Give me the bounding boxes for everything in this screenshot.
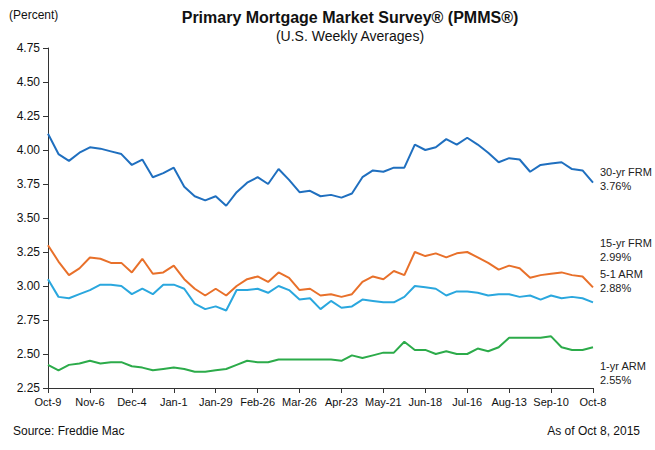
svg-text:May-21: May-21 bbox=[365, 396, 402, 408]
svg-text:Jul-16: Jul-16 bbox=[452, 396, 482, 408]
svg-text:2.55%: 2.55% bbox=[600, 374, 631, 386]
svg-text:2.50: 2.50 bbox=[17, 347, 41, 361]
svg-text:Dec-4: Dec-4 bbox=[117, 396, 146, 408]
svg-text:2.25: 2.25 bbox=[17, 381, 41, 395]
svg-text:3.00: 3.00 bbox=[17, 279, 41, 293]
svg-text:Primary Mortgage Market Survey: Primary Mortgage Market Survey® (PMMS®) bbox=[182, 9, 519, 26]
svg-text:As of Oct 8, 2015: As of Oct 8, 2015 bbox=[547, 424, 640, 438]
svg-text:(U.S. Weekly Averages): (U.S. Weekly Averages) bbox=[276, 28, 424, 44]
svg-text:Jun-18: Jun-18 bbox=[408, 396, 442, 408]
svg-text:Source: Freddie Mac: Source: Freddie Mac bbox=[13, 424, 124, 438]
svg-text:4.75: 4.75 bbox=[17, 41, 41, 55]
svg-text:(Percent): (Percent) bbox=[9, 8, 58, 22]
svg-text:30-yr FRM: 30-yr FRM bbox=[600, 166, 652, 178]
svg-text:Jan-29: Jan-29 bbox=[199, 396, 233, 408]
svg-text:3.76%: 3.76% bbox=[600, 180, 631, 192]
svg-text:Sep-10: Sep-10 bbox=[533, 396, 568, 408]
svg-text:1-yr ARM: 1-yr ARM bbox=[600, 360, 646, 372]
svg-text:3.50: 3.50 bbox=[17, 211, 41, 225]
svg-text:4.25: 4.25 bbox=[17, 109, 41, 123]
svg-text:Nov-6: Nov-6 bbox=[75, 396, 104, 408]
svg-text:Oct-9: Oct-9 bbox=[35, 396, 62, 408]
svg-text:2.75: 2.75 bbox=[17, 313, 41, 327]
svg-text:Aug-13: Aug-13 bbox=[491, 396, 526, 408]
svg-text:Apr-23: Apr-23 bbox=[325, 396, 358, 408]
svg-text:Jan-1: Jan-1 bbox=[160, 396, 188, 408]
svg-text:Mar-26: Mar-26 bbox=[282, 396, 317, 408]
svg-text:Feb-26: Feb-26 bbox=[240, 396, 275, 408]
svg-text:3.75: 3.75 bbox=[17, 177, 41, 191]
svg-text:3.25: 3.25 bbox=[17, 245, 41, 259]
svg-text:Oct-8: Oct-8 bbox=[580, 396, 607, 408]
svg-text:15-yr FRM: 15-yr FRM bbox=[600, 237, 652, 249]
svg-text:5-1 ARM: 5-1 ARM bbox=[600, 268, 643, 280]
svg-text:4.50: 4.50 bbox=[17, 75, 41, 89]
svg-text:4.00: 4.00 bbox=[17, 143, 41, 157]
svg-text:2.88%: 2.88% bbox=[600, 282, 631, 294]
svg-text:2.99%: 2.99% bbox=[600, 251, 631, 263]
